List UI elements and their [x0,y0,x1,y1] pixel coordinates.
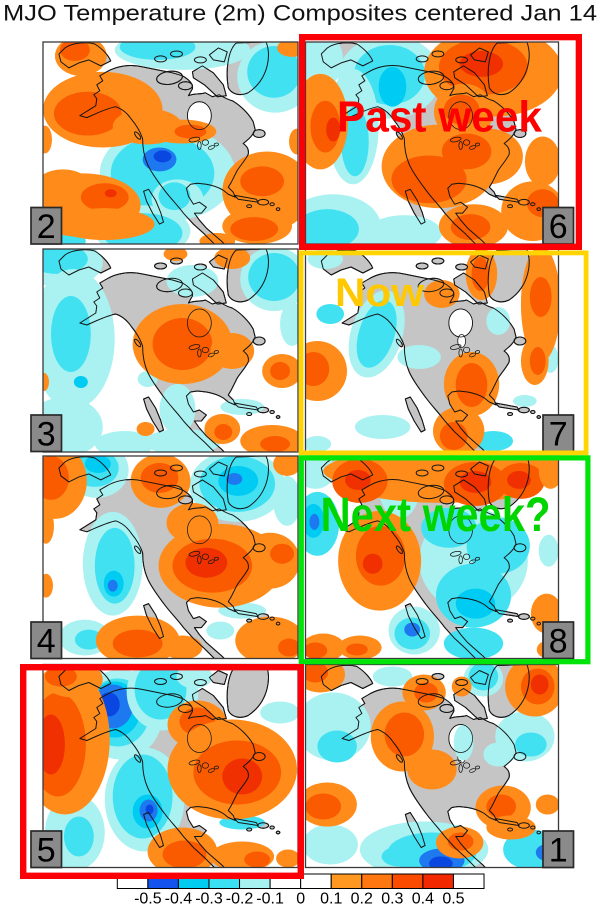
svg-text:-0.4: -0.4 [165,891,193,908]
svg-text:0.4: 0.4 [412,891,434,908]
svg-text:8: 8 [549,623,568,661]
svg-text:-0.2: -0.2 [226,891,254,908]
svg-text:Past week: Past week [337,93,543,142]
svg-text:-0.5: -0.5 [134,891,162,908]
svg-text:1: 1 [549,832,568,870]
svg-text:5: 5 [37,832,56,870]
svg-text:3: 3 [37,416,56,454]
svg-text:6: 6 [549,208,568,246]
svg-text:MJO Temperature (2m) Composite: MJO Temperature (2m) Composites centered… [3,1,597,26]
svg-text:0.1: 0.1 [320,891,342,908]
svg-text:0: 0 [296,891,305,908]
svg-text:0.3: 0.3 [381,891,403,908]
svg-text:0.2: 0.2 [351,891,373,908]
svg-text:2: 2 [37,208,56,246]
svg-text:Now: Now [335,271,425,315]
svg-text:Next week?: Next week? [321,489,551,542]
svg-text:-0.3: -0.3 [195,891,223,908]
svg-text:0.5: 0.5 [442,891,464,908]
svg-text:-0.1: -0.1 [256,891,284,908]
svg-text:7: 7 [549,416,568,454]
svg-text:4: 4 [37,623,56,661]
